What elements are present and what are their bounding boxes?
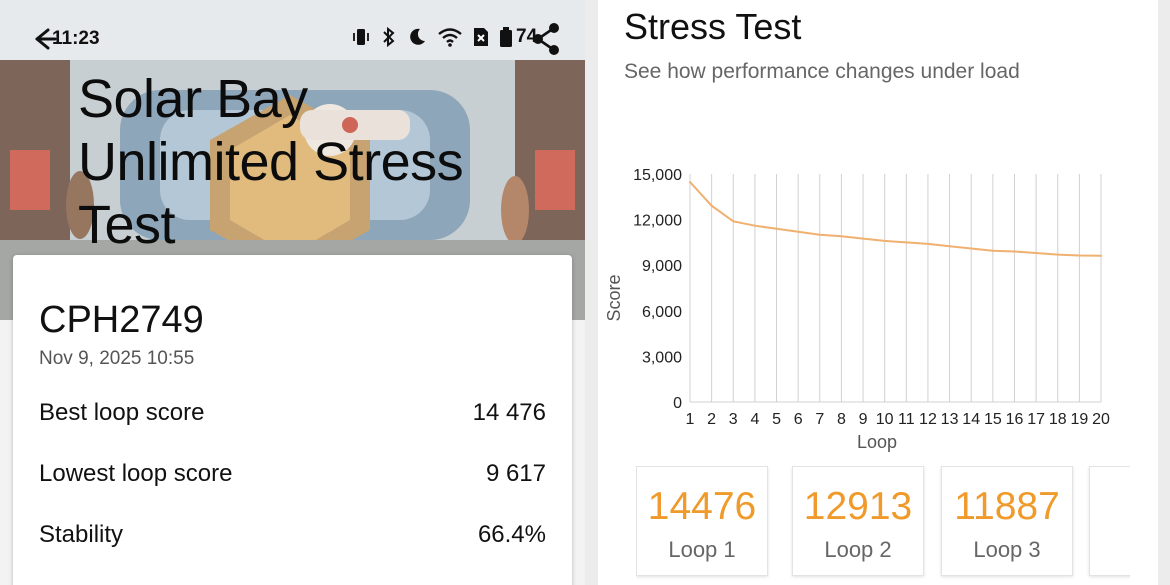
result-date: Nov 9, 2025 10:55 <box>39 348 195 369</box>
loop-tile-4[interactable]: 11 Lo <box>1089 466 1130 576</box>
result-card: CPH2749 Nov 9, 2025 10:55 Best loop scor… <box>13 255 572 585</box>
status-time: 11:23 <box>52 28 100 49</box>
loop-tile-score: 11 <box>1090 485 1130 529</box>
loop-tile-score: 14476 <box>647 485 757 528</box>
x-axis-label: Loop <box>857 432 897 452</box>
loop-tile-2[interactable]: 12913 Loop 2 <box>792 466 924 576</box>
loop-tile-score: 11887 <box>954 485 1060 528</box>
back-arrow-icon[interactable] <box>28 24 58 54</box>
x-tick-label: 9 <box>859 411 868 428</box>
stability-value: 66.4% <box>477 521 546 548</box>
loop-tile-3[interactable]: 11887 Loop 3 <box>941 466 1073 576</box>
x-tick-label: 5 <box>772 411 781 428</box>
score-point <box>1078 254 1081 257</box>
score-point <box>1013 250 1016 253</box>
score-point <box>775 227 778 230</box>
lowest-loop-value: 9 617 <box>485 460 546 487</box>
x-tick-label: 4 <box>750 411 759 428</box>
y-tick-label: 6,000 <box>642 304 682 321</box>
x-tick-label: 12 <box>919 411 937 428</box>
score-series-line <box>689 181 1102 257</box>
score-point <box>732 220 735 223</box>
x-tick-label: 18 <box>1049 411 1067 428</box>
score-point <box>753 224 756 227</box>
score-point <box>991 249 994 252</box>
stress-test-title: Stress Test <box>624 6 802 47</box>
loop-tiles[interactable]: 14476 Loop 1 12913 Loop 2 11887 Loop 3 1… <box>636 466 1130 585</box>
y-axis-label: Score <box>604 274 624 321</box>
x-tick-label: 2 <box>707 411 716 428</box>
score-point <box>1056 253 1059 256</box>
x-tick-label: 15 <box>984 411 1002 428</box>
score-point <box>862 237 865 240</box>
status-icons: 74 <box>350 26 537 48</box>
score-point <box>948 245 951 248</box>
battery-percent: 74 <box>516 26 538 47</box>
x-tick-label: 11 <box>898 411 915 428</box>
y-tick-label: 0 <box>673 395 682 412</box>
y-tick-label: 3,000 <box>642 349 682 366</box>
moon-icon <box>410 28 425 45</box>
score-point <box>840 235 843 238</box>
x-tick-label: 17 <box>1027 411 1045 428</box>
loop-tile-label: Loop 1 <box>668 537 736 562</box>
x-tick-label: 3 <box>729 411 738 428</box>
status-bar: 11:23 <box>0 22 585 56</box>
x-tick-label: 1 <box>686 411 695 428</box>
loop-tile-label: Lo <box>1090 537 1130 563</box>
y-tick-label: 12,000 <box>633 213 682 230</box>
best-loop-label: Best loop score <box>39 399 205 426</box>
score-point <box>710 204 713 207</box>
x-tick-label: 14 <box>962 411 980 428</box>
score-point <box>970 247 973 250</box>
device-name: CPH2749 <box>39 299 204 341</box>
test-title: Solar Bay Unlimited Stress Test <box>78 68 498 257</box>
stability-row: Stability 66.4% <box>39 521 546 555</box>
loop-tile-1[interactable]: 14476 Loop 1 <box>636 466 768 576</box>
test-title-line-3: Test <box>78 195 176 255</box>
x-tick-label: 13 <box>941 411 959 428</box>
vibrate-icon <box>353 29 369 45</box>
y-tick-label: 15,000 <box>633 167 682 184</box>
best-loop-row: Best loop score 14 476 <box>39 399 546 433</box>
loop-tile-label: Loop 2 <box>824 537 892 562</box>
x-tick-label: 20 <box>1092 411 1110 428</box>
stability-label: Stability <box>39 521 124 548</box>
score-point <box>1035 252 1038 255</box>
test-title-line-1: Solar Bay <box>78 69 308 129</box>
x-tick-label: 7 <box>815 411 824 428</box>
score-point <box>1100 254 1102 257</box>
lowest-loop-row: Lowest loop score 9 617 <box>39 460 546 494</box>
no-sim-icon <box>474 28 488 46</box>
stress-test-panel: Stress Test See how performance changes … <box>598 0 1158 585</box>
score-point <box>818 233 821 236</box>
x-tick-label: 8 <box>837 411 846 428</box>
stress-test-subtitle: See how performance changes under load <box>624 60 1020 83</box>
loop-tile-score: 12913 <box>803 485 913 528</box>
score-point <box>926 242 929 245</box>
battery-icon <box>500 27 512 47</box>
loop-tile-label: Loop 3 <box>973 537 1041 562</box>
x-tick-label: 19 <box>1070 411 1088 428</box>
lowest-loop-label: Lowest loop score <box>39 460 233 487</box>
wifi-icon <box>438 28 462 47</box>
share-icon[interactable] <box>530 22 562 56</box>
bluetooth-icon <box>383 26 395 48</box>
score-point <box>797 230 800 233</box>
score-point <box>905 241 908 244</box>
y-tick-label: 9,000 <box>642 258 682 275</box>
x-tick-label: 6 <box>794 411 803 428</box>
score-point <box>883 239 886 242</box>
x-tick-label: 16 <box>1006 411 1024 428</box>
x-tick-label: 10 <box>876 411 894 428</box>
left-panel: 11:23 <box>0 0 585 585</box>
best-loop-value: 14 476 <box>472 399 546 426</box>
score-point <box>689 180 691 183</box>
test-title-line-2: Unlimited Stress <box>78 132 464 192</box>
